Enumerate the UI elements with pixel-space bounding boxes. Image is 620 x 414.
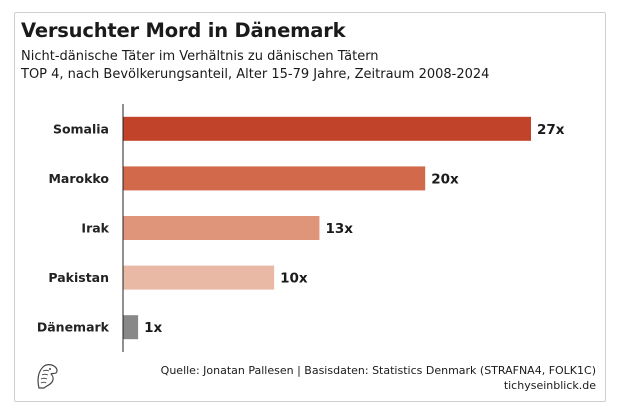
value-label-somalia: 27x (537, 122, 565, 138)
bar-irak (123, 216, 320, 240)
value-label-pakistan: 10x (280, 271, 308, 287)
chart-title: Versuchter Mord in Dänemark (21, 19, 346, 42)
category-label-irak: Irak (81, 221, 109, 236)
bar-somalia (123, 116, 531, 141)
category-label-dänemark: Dänemark (37, 320, 110, 335)
website-credit: tichyseinblick.de (503, 379, 596, 392)
category-label-marokko: Marokko (48, 171, 109, 186)
chart-frame (14, 12, 606, 402)
source-note: Quelle: Jonatan Pallesen | Basisdaten: S… (160, 364, 596, 377)
value-label-dänemark: 1x (144, 320, 162, 336)
eagle-head-logo-icon (37, 364, 58, 389)
category-label-somalia: Somalia (53, 121, 109, 136)
bar-dänemark (123, 315, 139, 340)
value-label-irak: 13x (325, 221, 353, 237)
value-label-marokko: 20x (431, 171, 459, 187)
bar-pakistan (123, 265, 275, 290)
chart-subtitle-line1: Nicht-dänische Täter im Verhältnis zu dä… (21, 49, 379, 64)
chart-subtitle-line2: TOP 4, nach Bevölkerungsanteil, Alter 15… (21, 67, 490, 82)
category-label-pakistan: Pakistan (48, 270, 109, 285)
bar-marokko (123, 166, 426, 191)
